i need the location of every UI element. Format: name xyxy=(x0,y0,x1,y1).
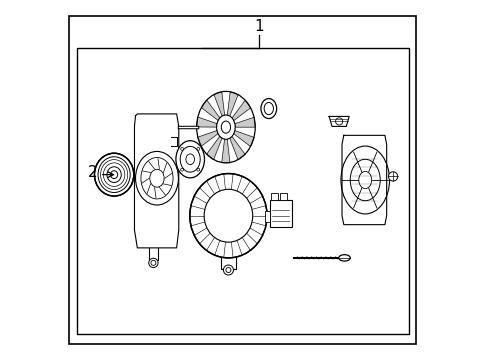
Ellipse shape xyxy=(223,265,233,275)
Polygon shape xyxy=(234,117,255,127)
Bar xyxy=(280,193,287,201)
Polygon shape xyxy=(213,92,224,116)
Bar xyxy=(270,193,278,201)
Ellipse shape xyxy=(135,152,178,205)
Ellipse shape xyxy=(387,172,397,181)
Text: 1: 1 xyxy=(253,19,263,34)
Bar xyxy=(264,211,269,222)
FancyBboxPatch shape xyxy=(69,16,415,344)
Polygon shape xyxy=(232,100,250,121)
Polygon shape xyxy=(198,131,218,146)
Polygon shape xyxy=(341,135,386,225)
Text: 2: 2 xyxy=(88,165,97,180)
Ellipse shape xyxy=(148,258,158,267)
Ellipse shape xyxy=(261,99,276,118)
Ellipse shape xyxy=(176,141,204,178)
Ellipse shape xyxy=(338,255,349,261)
Polygon shape xyxy=(134,114,179,248)
Polygon shape xyxy=(206,136,222,159)
Ellipse shape xyxy=(94,153,134,196)
Bar xyxy=(269,201,291,227)
Ellipse shape xyxy=(216,115,235,139)
Ellipse shape xyxy=(221,121,230,133)
Polygon shape xyxy=(233,131,253,147)
Polygon shape xyxy=(328,116,348,126)
Polygon shape xyxy=(201,100,220,121)
Ellipse shape xyxy=(189,174,266,258)
FancyBboxPatch shape xyxy=(77,48,408,334)
Polygon shape xyxy=(229,136,244,159)
Polygon shape xyxy=(196,117,217,127)
Polygon shape xyxy=(221,139,229,162)
Polygon shape xyxy=(227,92,238,116)
